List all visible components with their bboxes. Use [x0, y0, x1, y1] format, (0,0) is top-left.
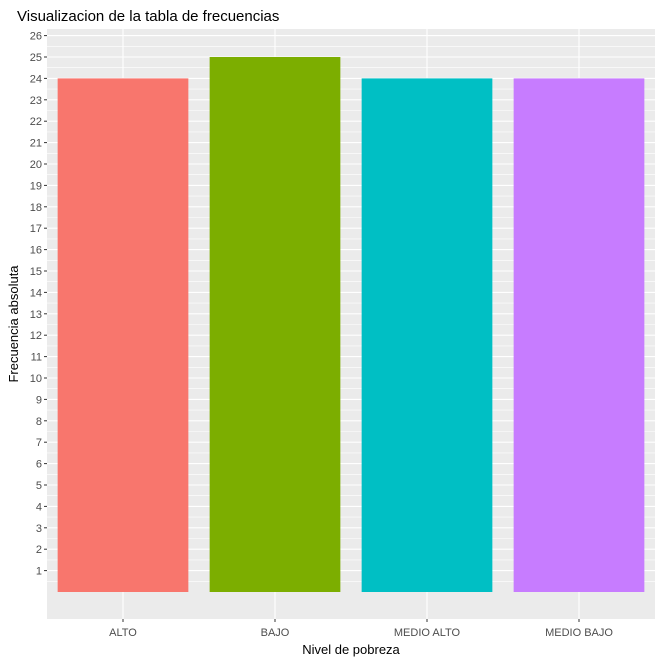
x-tick-label: MEDIO ALTO	[394, 627, 461, 639]
x-axis: ALTO BAJO MEDIO ALTO MEDIO BAJO	[109, 619, 613, 639]
y-tick-label: 16	[30, 245, 42, 257]
y-tick-label: 3	[36, 523, 42, 535]
bar-alto	[57, 78, 189, 592]
y-tick-label: 1	[36, 566, 42, 578]
y-tick-label: 4	[36, 501, 42, 513]
y-tick-label: 11	[31, 352, 42, 364]
y-tick-label: 19	[30, 180, 42, 192]
y-tick-label: 25	[30, 52, 42, 64]
y-tick-label: 7	[36, 437, 42, 449]
x-tick-label: BAJO	[261, 627, 290, 639]
y-tick-label: 2	[36, 544, 42, 556]
y-tick-label: 18	[30, 202, 42, 214]
y-tick-label: 20	[30, 159, 42, 171]
chart-title: Visualizacion de la tabla de frecuencias	[17, 8, 279, 25]
y-tick-label: 8	[36, 416, 42, 428]
x-tick-label: MEDIO BAJO	[545, 627, 613, 639]
y-tick-label: 24	[30, 73, 42, 85]
y-tick-label: 23	[30, 95, 42, 107]
y-tick-label: 10	[30, 373, 42, 385]
y-tick-label: 14	[30, 287, 42, 299]
bar-medio-bajo	[513, 78, 645, 592]
bar-medio-alto	[361, 78, 493, 592]
y-tick-label: 6	[36, 459, 42, 471]
y-tick-label: 12	[30, 330, 42, 342]
x-axis-title: Nivel de pobreza	[302, 642, 400, 657]
y-tick-label: 21	[30, 138, 42, 150]
y-tick-label: 15	[30, 266, 42, 278]
y-axis-title: Frecuencia absoluta	[6, 265, 21, 383]
y-tick-label: 22	[30, 116, 42, 128]
x-tick-label: ALTO	[109, 627, 137, 639]
y-tick-label: 26	[30, 31, 42, 43]
bar-bajo	[209, 57, 341, 592]
y-tick-label: 13	[30, 309, 42, 321]
bars	[57, 57, 645, 592]
y-tick-label: 9	[36, 394, 42, 406]
y-axis: 1234567891011121314151617181920212223242…	[30, 31, 47, 578]
y-tick-label: 17	[30, 223, 42, 235]
y-tick-label: 5	[36, 480, 42, 492]
